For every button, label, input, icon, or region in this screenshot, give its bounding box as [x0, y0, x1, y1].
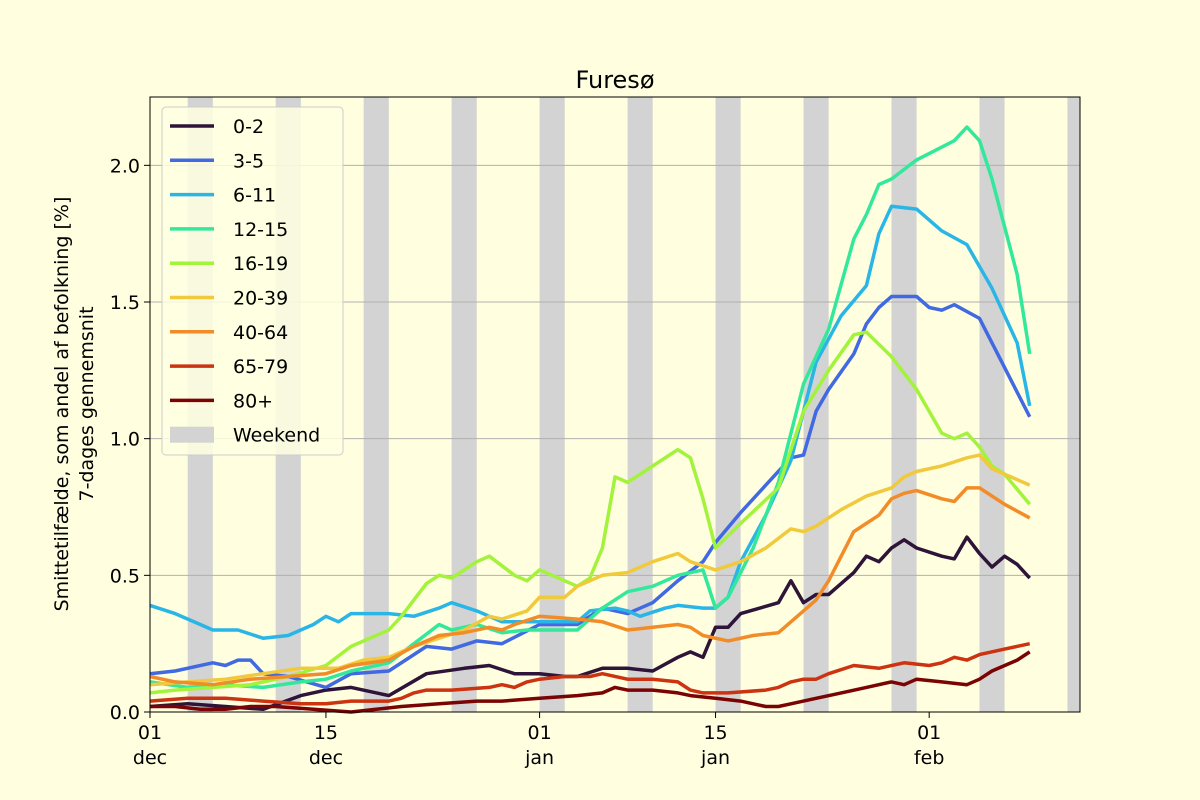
- x-tick-label-month: dec: [133, 747, 167, 769]
- legend-label: 65-79: [233, 356, 288, 378]
- series-line-65-79: [149, 641, 1031, 706]
- x-tick-label-day: 01: [917, 722, 941, 744]
- legend-label: 40-64: [233, 322, 288, 344]
- x-axis-ticks: 01 dec 15 dec 01 jan 15 jan 01 feb: [133, 712, 944, 769]
- series-line-12-15: [149, 125, 1032, 690]
- legend-label: 80+: [233, 390, 273, 412]
- x-tick-label-day: 01: [528, 722, 552, 744]
- weekend-band: [539, 97, 565, 712]
- legend-label: 20-39: [233, 288, 288, 310]
- weekend-band: [891, 97, 917, 712]
- legend-label: 16-19: [233, 253, 288, 275]
- x-tick-label-month: dec: [309, 747, 343, 769]
- y-tick-label: 2.0: [110, 155, 140, 177]
- weekend-band: [979, 97, 1005, 712]
- weekend-band: [627, 97, 653, 712]
- legend-label: 12-15: [233, 219, 288, 241]
- weekend-band: [363, 97, 389, 712]
- chart-title: Furesø: [576, 66, 655, 94]
- x-tick-label-month: jan: [524, 747, 554, 769]
- x-tick-label-month: feb: [914, 747, 944, 769]
- series-line-3-5: [149, 294, 1032, 690]
- series-line-40-64: [149, 486, 1031, 687]
- series-line-80+: [150, 650, 1031, 714]
- plot-frame: [149, 96, 1081, 713]
- x-tick-label-day: 01: [138, 722, 162, 744]
- y-tick-label: 0.0: [110, 702, 140, 724]
- x-tick-label-month: jan: [700, 747, 730, 769]
- y-axis-ticks: 0.0 0.5 1.0 1.5 2.0: [110, 155, 150, 724]
- y-axis-label: Smittetilfælde, som andel af befolkning …: [51, 197, 73, 612]
- series-line-20-39: [149, 453, 1031, 687]
- x-tick-label-day: 15: [314, 722, 338, 744]
- weekend-band: [715, 97, 741, 712]
- legend-label: 0-2: [233, 116, 264, 138]
- weekend-band: [451, 97, 477, 712]
- legend-swatch-weekend: [170, 426, 214, 443]
- legend-label: 3-5: [233, 150, 264, 172]
- y-axis-label-sub: 7-dages gennemsnit: [76, 306, 98, 501]
- series-line-0-2: [149, 535, 1031, 712]
- series-line-16-19: [149, 330, 1032, 695]
- legend-label-weekend: Weekend: [233, 425, 320, 447]
- y-tick-label: 0.5: [110, 565, 140, 587]
- x-tick-label-day: 15: [703, 722, 727, 744]
- legend-label: 6-11: [233, 185, 276, 207]
- legend: 0-2 3-5 6-11 12-15 16-19 20-39 40-64 65-79 80+ We…: [161, 106, 344, 456]
- weekend-band: [1067, 97, 1080, 712]
- y-tick-label: 1.0: [110, 429, 140, 451]
- y-tick-label: 1.5: [110, 292, 140, 314]
- series-lines: [149, 125, 1032, 714]
- series-line-6-11: [149, 204, 1032, 640]
